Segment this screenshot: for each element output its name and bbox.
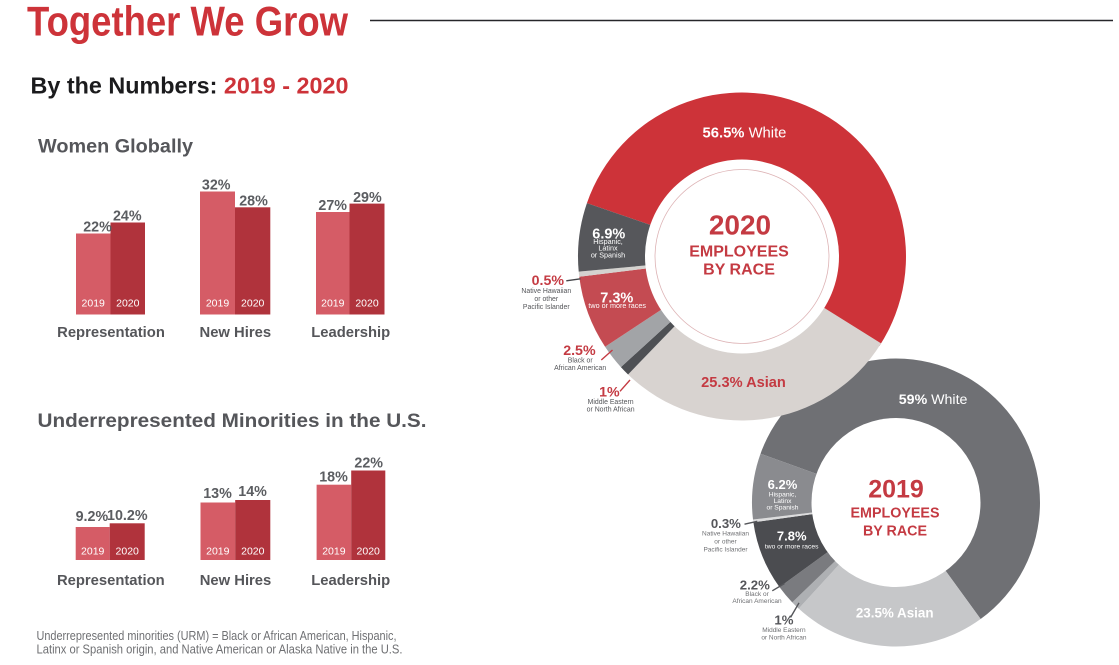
svg-text:2020: 2020 xyxy=(709,210,771,241)
svg-text:Hispanic,: Hispanic, xyxy=(593,237,623,246)
svg-text:24%: 24% xyxy=(113,209,142,225)
svg-text:New Hires: New Hires xyxy=(200,325,272,341)
svg-text:two or more races: two or more races xyxy=(588,301,646,310)
svg-text:23.5% Asian: 23.5% Asian xyxy=(856,606,934,621)
svg-text:2020: 2020 xyxy=(116,546,140,558)
svg-text:6.2%: 6.2% xyxy=(768,477,798,492)
svg-text:2019: 2019 xyxy=(322,546,346,558)
svg-text:1%: 1% xyxy=(774,613,793,628)
svg-text:18%: 18% xyxy=(319,470,348,486)
svg-text:Representation: Representation xyxy=(57,573,165,589)
svg-text:Latinx: Latinx xyxy=(598,244,618,253)
svg-text:0.5%: 0.5% xyxy=(532,273,565,289)
svg-text:Representation: Representation xyxy=(57,325,165,341)
svg-text:2020: 2020 xyxy=(241,546,265,558)
svg-text:10.2%: 10.2% xyxy=(107,508,148,524)
svg-text:9.2%: 9.2% xyxy=(76,509,109,525)
svg-text:Pacific Islander: Pacific Islander xyxy=(523,304,570,311)
svg-text:2.5%: 2.5% xyxy=(563,343,596,359)
svg-text:2019: 2019 xyxy=(206,546,230,558)
svg-text:56.5% White: 56.5% White xyxy=(703,126,787,142)
svg-text:2019: 2019 xyxy=(81,546,105,558)
svg-text:7.8%: 7.8% xyxy=(777,529,807,544)
svg-text:13%: 13% xyxy=(203,486,232,502)
svg-text:or North African: or North African xyxy=(587,406,635,413)
svg-text:or Spanish: or Spanish xyxy=(767,505,799,512)
svg-text:28%: 28% xyxy=(239,194,268,210)
svg-text:BY RACE: BY RACE xyxy=(863,523,927,539)
svg-text:By the Numbers: 2019 - 2020: By the Numbers: 2019 - 2020 xyxy=(31,73,349,99)
svg-text:Middle Eastern: Middle Eastern xyxy=(762,627,806,634)
svg-text:EMPLOYEES: EMPLOYEES xyxy=(689,243,789,260)
svg-text:or North African: or North African xyxy=(761,634,807,641)
svg-text:Pacific Islander: Pacific Islander xyxy=(703,547,748,554)
svg-text:2020: 2020 xyxy=(116,297,140,309)
svg-text:Latinx: Latinx xyxy=(774,498,793,505)
svg-text:Black or: Black or xyxy=(568,358,594,365)
svg-text:Leadership: Leadership xyxy=(311,573,390,589)
svg-text:0.3%: 0.3% xyxy=(711,516,741,531)
svg-text:25.3% Asian: 25.3% Asian xyxy=(701,375,786,391)
svg-text:2020: 2020 xyxy=(241,297,265,309)
svg-text:22%: 22% xyxy=(83,220,112,236)
svg-text:African American: African American xyxy=(554,365,606,372)
svg-text:2019: 2019 xyxy=(82,297,106,309)
svg-text:Native Hawaiian: Native Hawaiian xyxy=(702,531,749,538)
svg-text:Native Hawaiian: Native Hawaiian xyxy=(521,288,571,295)
svg-text:Black or: Black or xyxy=(745,591,769,598)
svg-text:6.9%: 6.9% xyxy=(592,227,625,243)
svg-text:two or more races: two or more races xyxy=(765,543,819,550)
svg-text:Underrepresented Minorities in: Underrepresented Minorities in the U.S. xyxy=(38,411,427,432)
svg-text:Underrepresented minorities (U: Underrepresented minorities (URM) = Blac… xyxy=(37,629,397,643)
svg-text:29%: 29% xyxy=(353,190,382,206)
svg-text:2019: 2019 xyxy=(868,476,924,504)
svg-text:Latinx or Spanish origin, and: Latinx or Spanish origin, and Native Ame… xyxy=(37,643,403,657)
svg-text:2019: 2019 xyxy=(321,297,345,309)
svg-text:Together We Grow: Together We Grow xyxy=(27,0,349,45)
svg-text:59% White: 59% White xyxy=(899,392,968,408)
svg-text:New Hires: New Hires xyxy=(200,573,272,589)
svg-text:7.3%: 7.3% xyxy=(600,291,633,307)
svg-text:or other: or other xyxy=(534,296,558,303)
svg-text:2020: 2020 xyxy=(357,546,381,558)
svg-text:32%: 32% xyxy=(202,178,231,194)
svg-text:or Spanish: or Spanish xyxy=(591,250,625,259)
svg-text:Women Globally: Women Globally xyxy=(38,137,193,158)
svg-text:Middle Eastern: Middle Eastern xyxy=(588,399,634,406)
svg-text:14%: 14% xyxy=(238,484,267,500)
svg-text:Leadership: Leadership xyxy=(311,325,390,341)
svg-text:27%: 27% xyxy=(318,198,347,214)
svg-text:1%: 1% xyxy=(599,384,620,400)
svg-text:African American: African American xyxy=(732,598,782,605)
svg-text:or other: or other xyxy=(714,539,737,546)
svg-text:BY RACE: BY RACE xyxy=(703,262,775,279)
svg-text:2020: 2020 xyxy=(355,297,379,309)
svg-text:Hispanic,: Hispanic, xyxy=(769,491,797,498)
svg-text:2.2%: 2.2% xyxy=(740,578,770,593)
svg-text:EMPLOYEES: EMPLOYEES xyxy=(851,506,940,522)
svg-text:22%: 22% xyxy=(354,455,383,471)
svg-text:2019: 2019 xyxy=(206,297,230,309)
